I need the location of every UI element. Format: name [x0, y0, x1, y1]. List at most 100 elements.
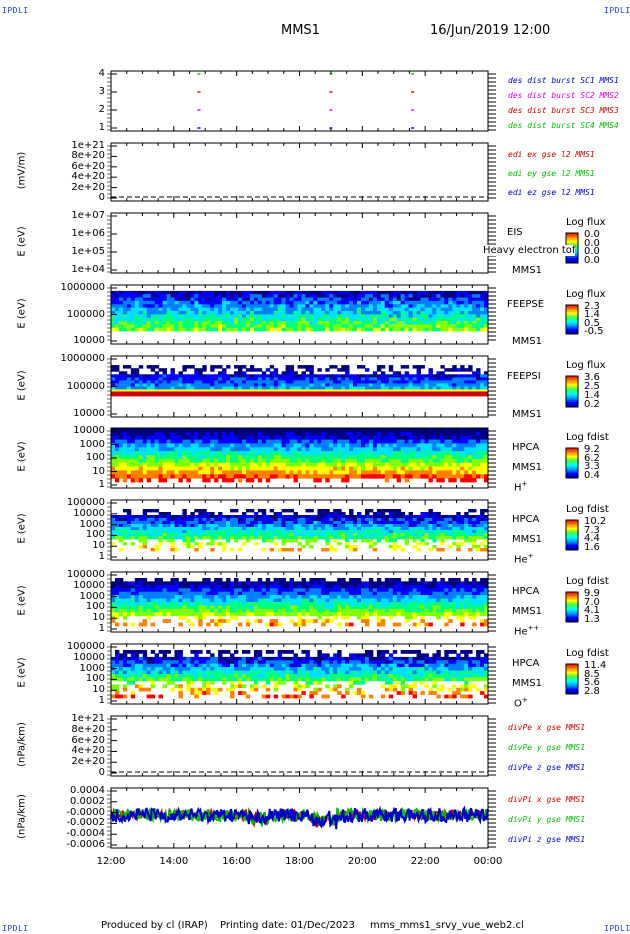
- spectrogram-cell: [349, 524, 354, 528]
- spectrogram-cell: [146, 428, 152, 433]
- spectrogram-cell: [460, 443, 465, 448]
- spectrogram-cell: [444, 435, 449, 440]
- spectrogram-cell: [194, 327, 199, 332]
- spectrogram-cell: [380, 365, 386, 369]
- spectrogram-cell: [468, 314, 473, 318]
- spectrogram-cell: [388, 536, 394, 540]
- spectrogram-cell: [289, 377, 294, 381]
- spectrogram-cell: [182, 435, 187, 440]
- spectrogram-cell: [436, 377, 441, 381]
- spectrogram-cell: [130, 455, 136, 460]
- spectrogram-cell: [234, 598, 239, 603]
- spectrogram-cell: [238, 435, 243, 440]
- spectrogram-cell: [198, 595, 203, 599]
- spectrogram-cell: [368, 536, 374, 540]
- spectrogram-cell: [313, 539, 318, 543]
- spectrogram-cell: [309, 539, 314, 543]
- spectrogram-cell: [249, 536, 255, 540]
- spectrogram-cell: [206, 314, 211, 318]
- spectrogram-cell: [285, 324, 290, 328]
- spectrogram-cell: [412, 524, 417, 528]
- spectrogram-cell: [245, 451, 251, 456]
- spectrogram-cell: [202, 451, 207, 456]
- spectrogram-cell: [408, 527, 413, 531]
- spectrogram-cell: [285, 518, 290, 522]
- spectrogram-cell: [317, 536, 322, 540]
- spectrogram-cell: [333, 307, 338, 312]
- spectrogram-cell: [150, 304, 156, 308]
- spectrogram-cell: [130, 380, 136, 384]
- spectrogram-cell: [420, 455, 425, 460]
- spectrogram-cell: [202, 380, 207, 384]
- spectrogram-cell: [222, 386, 227, 390]
- spectrogram-cell: [245, 297, 251, 302]
- spectrogram-cell: [162, 300, 167, 305]
- spectrogram-cell: [476, 386, 481, 390]
- spectrogram-cell: [154, 307, 160, 312]
- spectrogram-cell: [281, 455, 286, 460]
- spectrogram-cell: [432, 439, 437, 444]
- spectrogram-cell: [253, 300, 259, 305]
- spectrogram-cell: [186, 478, 191, 483]
- spectrogram-cell: [420, 321, 425, 325]
- spectrogram-cell: [182, 304, 187, 308]
- spectrogram-cell: [345, 536, 350, 540]
- spectrogram-cell: [122, 602, 128, 606]
- spectrogram-cell: [376, 524, 382, 528]
- spectrogram-cell: [158, 598, 163, 603]
- spectrogram-cell: [480, 377, 485, 381]
- spectrogram-cell: [206, 447, 211, 452]
- spectrogram-cell: [376, 317, 382, 322]
- spectrogram-cell: [134, 294, 140, 298]
- spectrogram-cell: [154, 588, 160, 593]
- spectrogram-cell: [400, 527, 406, 531]
- spectrogram-cell: [210, 435, 215, 440]
- spectrogram-cell: [357, 447, 362, 452]
- spectrogram-cell: [242, 451, 247, 456]
- spectrogram-cell: [111, 458, 116, 464]
- spectrogram-cell: [289, 311, 294, 315]
- spectrogram-cell: [142, 509, 148, 513]
- spectrogram-cell: [388, 311, 394, 315]
- spectrogram-cell: [444, 386, 449, 390]
- spectrogram-cell: [468, 311, 473, 315]
- spectrogram-cell: [365, 524, 370, 528]
- spectrogram-cell: [448, 294, 453, 298]
- spectrogram-cell: [424, 386, 429, 390]
- spectrogram-cell: [440, 439, 445, 444]
- spectrogram-cell: [452, 518, 457, 522]
- spectrogram-cell: [428, 294, 433, 298]
- spectrogram-cell: [118, 612, 124, 617]
- spectrogram-cell: [115, 578, 120, 582]
- spectrogram-cell: [416, 365, 421, 369]
- spectrogram-cell: [317, 307, 322, 312]
- spectrogram-cell: [281, 290, 286, 295]
- spectrogram-cell: [341, 518, 346, 522]
- spectrogram-cell: [313, 439, 318, 444]
- spectrogram-cell: [464, 294, 469, 298]
- spectrogram-cell: [372, 317, 378, 322]
- spectrogram-cell: [365, 536, 370, 540]
- spectrogram-cell: [265, 474, 271, 479]
- spectrogram-cell: [384, 474, 390, 479]
- spectrogram-cell: [293, 297, 298, 302]
- spectrogram-cell: [178, 321, 183, 325]
- spectrogram-cell: [384, 314, 390, 318]
- spectrogram-cell: [400, 311, 406, 315]
- spectrogram-cell: [297, 451, 302, 456]
- spectrogram-cell: [249, 439, 255, 444]
- spectrogram-cell: [472, 428, 477, 433]
- spectrogram-cell: [341, 374, 346, 378]
- spectrogram-cell: [206, 462, 211, 467]
- spectrogram-cell: [190, 474, 195, 479]
- spectrogram-cell: [301, 324, 306, 328]
- spectrogram-cell: [115, 439, 120, 444]
- spectrogram-cell: [210, 368, 215, 372]
- spectrogram-cell: [365, 466, 370, 471]
- spectrogram-cell: [337, 474, 342, 479]
- spectrogram-cell: [472, 311, 477, 315]
- spectrogram-cell: [285, 321, 290, 325]
- spectrogram-cell: [301, 380, 306, 384]
- spectrogram-cell: [305, 474, 310, 479]
- spectrogram-cell: [365, 539, 370, 543]
